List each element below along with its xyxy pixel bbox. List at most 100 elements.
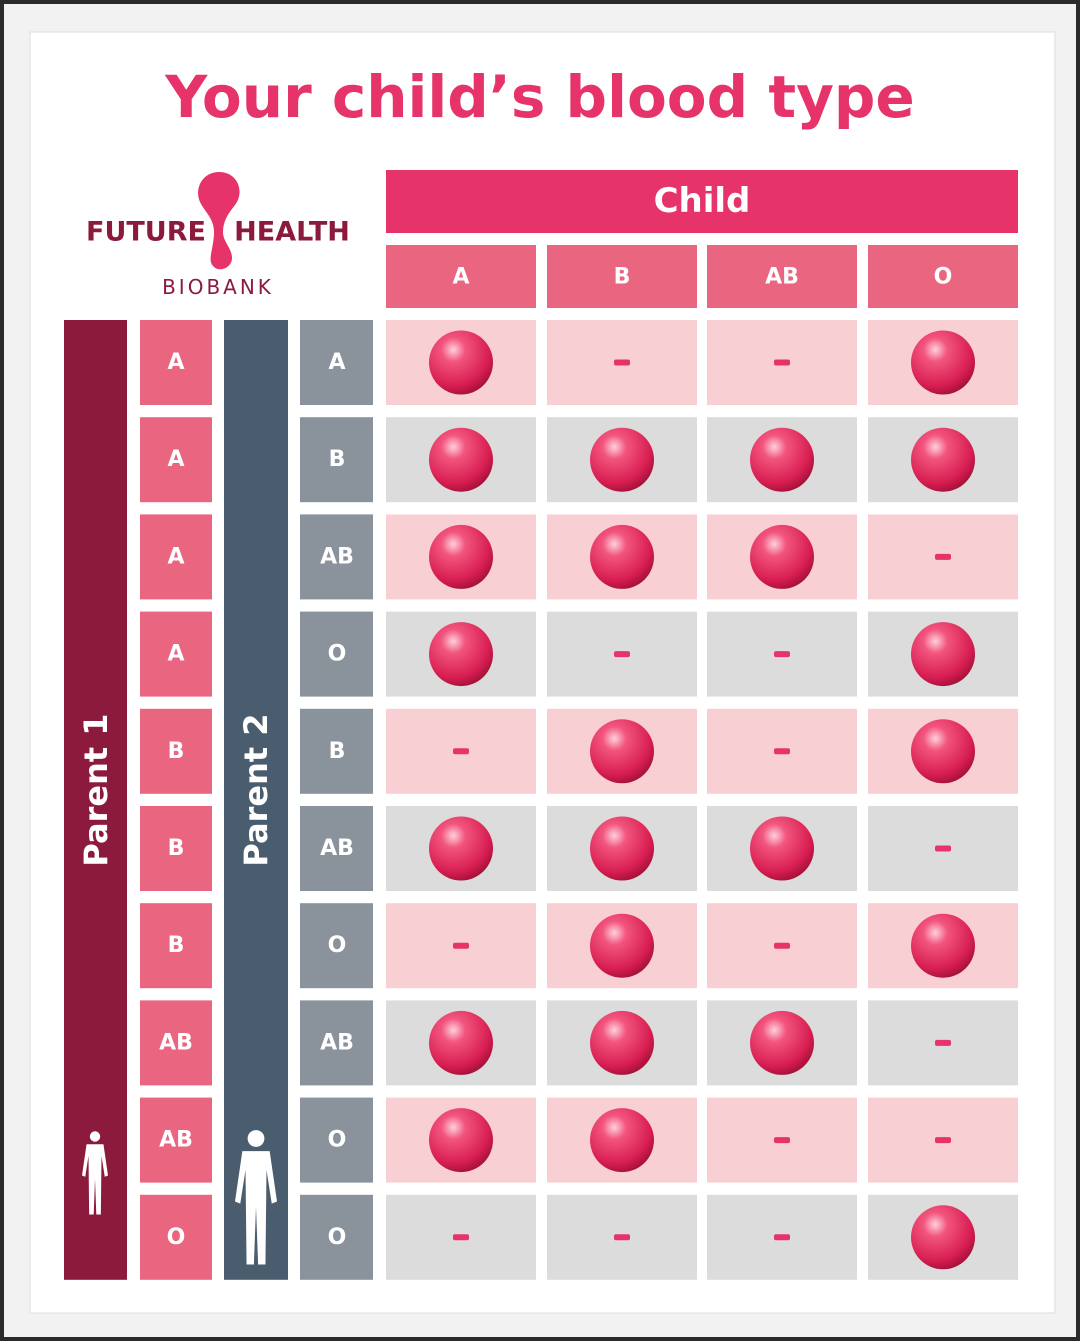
title: Your child’s blood type — [164, 63, 915, 131]
parent1-cell — [140, 417, 212, 503]
column-header-label: A — [452, 265, 469, 290]
child-header — [386, 170, 1018, 233]
parent1-bar — [64, 320, 127, 1280]
column-header-label: AB — [765, 265, 799, 290]
parent2-cell — [300, 1097, 373, 1183]
possible-marker — [750, 1010, 814, 1075]
parent2-cell — [300, 1000, 373, 1086]
parent2-cell — [300, 708, 373, 794]
parent2-type: O — [328, 933, 347, 958]
figure-body — [235, 1151, 277, 1265]
possible-marker — [429, 524, 493, 589]
parent1-type: B — [168, 836, 185, 861]
impossible-marker — [774, 1234, 790, 1241]
possible-marker — [590, 816, 654, 881]
possible-marker — [750, 427, 814, 492]
column-header — [547, 245, 697, 308]
parent1-type: B — [168, 933, 185, 958]
figure-head — [247, 1130, 265, 1147]
figure-head — [89, 1131, 101, 1142]
parent2-type: AB — [320, 1030, 354, 1055]
parent2-type: O — [328, 1128, 347, 1153]
parent2-type: AB — [320, 836, 354, 861]
parent2-figure — [235, 1130, 277, 1265]
parent2-cell — [300, 1194, 373, 1280]
column-header — [707, 245, 857, 308]
parent2-cell — [300, 320, 373, 405]
parent1-type: A — [167, 642, 184, 667]
impossible-marker — [935, 1137, 951, 1144]
parent1-label: Parent 1 — [77, 713, 115, 866]
parent2-label: Parent 2 — [237, 713, 275, 866]
logo-word: HEALTH — [234, 217, 350, 248]
parent2-cell — [300, 514, 373, 600]
possible-marker — [429, 1010, 493, 1075]
parent1-cell — [140, 806, 212, 891]
possible-marker — [911, 427, 975, 492]
parent1-type: AB — [159, 1128, 193, 1153]
impossible-marker — [774, 359, 790, 366]
impossible-marker — [774, 651, 790, 658]
impossible-marker — [935, 1039, 951, 1046]
possible-marker — [429, 330, 493, 395]
parent2-type: O — [328, 1225, 347, 1250]
parent1-cell — [140, 320, 212, 405]
possible-marker — [429, 1108, 493, 1173]
parent1-type: A — [167, 544, 184, 569]
impossible-marker — [774, 748, 790, 755]
column-header — [386, 245, 536, 308]
parent1-cell — [140, 1097, 212, 1183]
possible-marker — [590, 913, 654, 978]
parent2-type: AB — [320, 544, 354, 569]
parent2-cell — [300, 903, 373, 989]
parent1-type: A — [167, 447, 184, 472]
possible-marker — [911, 1205, 975, 1270]
possible-marker — [911, 622, 975, 687]
parent1-type: O — [167, 1225, 186, 1250]
logo: FUTURE HEALTH BIOBANK — [86, 172, 350, 299]
possible-marker — [911, 719, 975, 784]
parent1-cell — [140, 903, 212, 989]
parent1-cell — [140, 611, 212, 697]
child-header-label: Child — [654, 181, 751, 221]
parent1-cell — [140, 708, 212, 794]
possible-marker — [750, 816, 814, 881]
logo-drop — [198, 172, 240, 270]
impossible-marker — [774, 1137, 790, 1144]
parent2-cell — [300, 806, 373, 891]
impossible-marker — [614, 1234, 630, 1241]
impossible-marker — [453, 748, 469, 755]
possible-marker — [590, 719, 654, 784]
parent2-type: B — [329, 447, 346, 472]
possible-marker — [590, 524, 654, 589]
parent1-cell — [140, 1000, 212, 1086]
impossible-marker — [774, 942, 790, 949]
column-header-label: O — [934, 265, 953, 290]
parent2-bar — [224, 320, 288, 1280]
possible-marker — [429, 427, 493, 492]
parent2-type: A — [328, 350, 345, 375]
possible-marker — [750, 524, 814, 589]
possible-marker — [911, 330, 975, 395]
possible-marker — [590, 1010, 654, 1075]
logo-word: BIOBANK — [162, 275, 274, 299]
parent1-type: B — [168, 739, 185, 764]
parent2-type: O — [328, 642, 347, 667]
impossible-marker — [614, 359, 630, 366]
parent1-cell — [140, 1194, 212, 1280]
figure-body — [82, 1144, 108, 1215]
possible-marker — [590, 427, 654, 492]
impossible-marker — [453, 1234, 469, 1241]
parent1-type: AB — [159, 1030, 193, 1055]
parent2-cell — [300, 611, 373, 697]
parent2-cell — [300, 417, 373, 503]
possible-marker — [590, 1108, 654, 1173]
impossible-marker — [453, 942, 469, 949]
parent1-cell — [140, 514, 212, 600]
parent1-figure — [82, 1131, 108, 1215]
impossible-marker — [935, 845, 951, 852]
parent2-type: B — [329, 739, 346, 764]
